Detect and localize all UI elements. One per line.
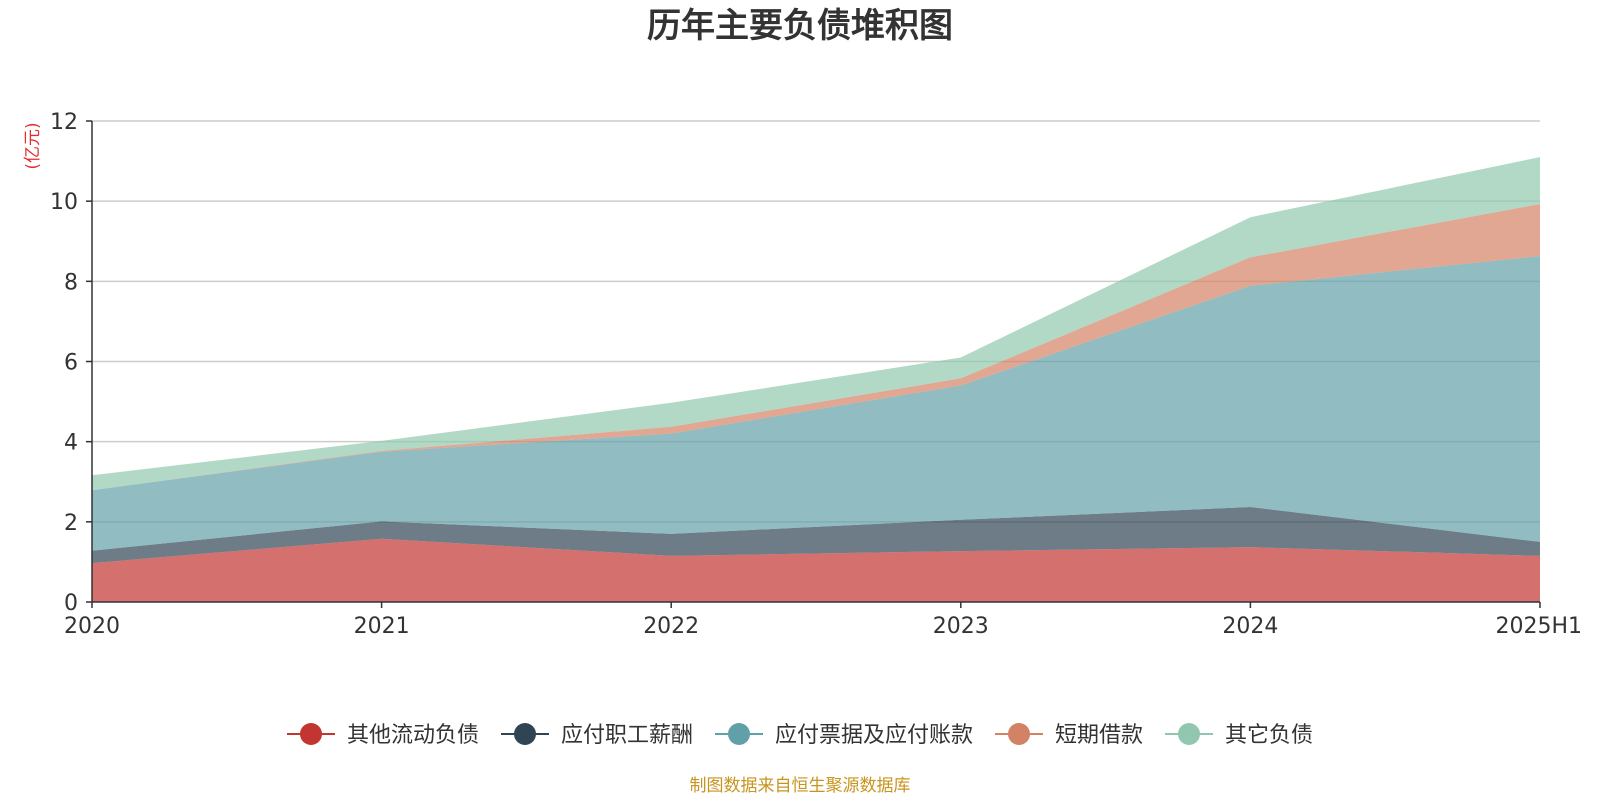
axes: 0 2 4 6 8 10 12 2020 2021 2022 2023 2024 2025H1 [50,110,1582,639]
source-note: 制图数据来自恒生聚源数据库 [690,776,911,796]
legend-marker-4 [1008,723,1030,745]
legend-marker-3 [728,723,750,745]
legend-label-1: 其他流动负债 [347,723,479,748]
y-tick-label-8: 8 [64,270,78,295]
x-tick-label-2025H1: 2025H1 [1495,614,1582,639]
area-series-5 [92,157,1540,491]
area-series-3 [92,256,1540,551]
x-tick-label-2020: 2020 [64,614,120,639]
area-series-layer [92,157,1540,602]
y-tick-label-0: 0 [64,591,78,616]
legend-item-2[interactable]: 应付职工薪酬 [501,723,693,748]
legend-label-3: 应付票据及应付账款 [775,723,973,748]
legend-marker-1 [300,723,322,745]
area-series-1 [92,538,1540,602]
y-tick-label-2: 2 [64,511,78,536]
x-tick-label-2022: 2022 [643,614,699,639]
x-tick-label-2023: 2023 [933,614,989,639]
legend-marker-5 [1178,723,1200,745]
x-tick-label-2024: 2024 [1222,614,1278,639]
y-tick-label-10: 10 [50,190,78,215]
y-tick-label-6: 6 [64,351,78,376]
legend-item-5[interactable]: 其它负债 [1165,723,1313,748]
legend-marker-2 [514,723,536,745]
legend-item-3[interactable]: 应付票据及应付账款 [715,723,973,748]
area-series-4 [92,204,1540,491]
y-axis-unit-label: (亿元) [23,122,43,169]
legend-item-1[interactable]: 其他流动负债 [287,723,479,748]
legend-item-4[interactable]: 短期借款 [995,723,1143,748]
legend-label-2: 应付职工薪酬 [561,723,693,748]
chart-title: 历年主要负债堆积图 [647,6,953,46]
y-tick-label-12: 12 [50,110,78,135]
area-series-2 [92,507,1540,564]
x-tick-label-2021: 2021 [354,614,410,639]
legend-label-5: 其它负债 [1225,723,1313,748]
y-tick-label-4: 4 [64,431,78,456]
legend: 其他流动负债 应付职工薪酬 应付票据及应付账款 短期借款 其它负债 [287,723,1313,748]
legend-label-4: 短期借款 [1055,723,1143,748]
